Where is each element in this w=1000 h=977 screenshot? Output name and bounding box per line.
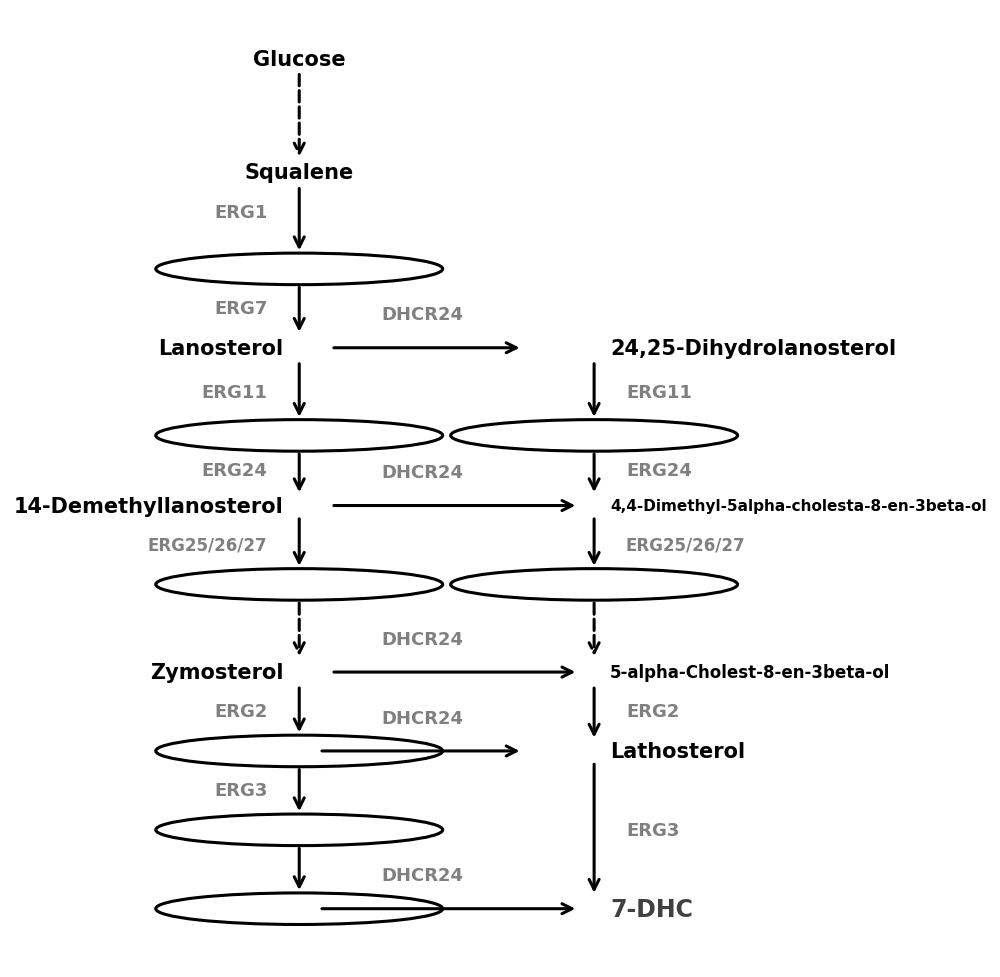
- Text: Glucose: Glucose: [253, 50, 346, 69]
- Text: ERG11: ERG11: [201, 383, 267, 402]
- Text: Zymosterol: Zymosterol: [150, 662, 283, 682]
- Text: Squalene: Squalene: [245, 163, 354, 184]
- Text: Lanosterol: Lanosterol: [158, 338, 283, 359]
- Text: ERG2: ERG2: [214, 702, 267, 721]
- Text: ERG3: ERG3: [214, 782, 267, 799]
- Text: DHCR24: DHCR24: [382, 709, 464, 727]
- Text: 24,25-Dihydrolanosterol: 24,25-Dihydrolanosterol: [610, 338, 896, 359]
- Text: ERG24: ERG24: [201, 462, 267, 480]
- Text: Lathosterol: Lathosterol: [610, 742, 745, 761]
- Text: 14-Demethyllanosterol: 14-Demethyllanosterol: [14, 496, 283, 516]
- Text: ERG24: ERG24: [626, 462, 692, 480]
- Text: DHCR24: DHCR24: [382, 867, 464, 884]
- Text: ERG25/26/27: ERG25/26/27: [626, 536, 746, 554]
- Text: ERG1: ERG1: [214, 204, 267, 222]
- Text: 7-DHC: 7-DHC: [610, 897, 693, 920]
- Text: 5-alpha-Cholest-8-en-3beta-ol: 5-alpha-Cholest-8-en-3beta-ol: [610, 663, 890, 681]
- Text: ERG11: ERG11: [626, 383, 692, 402]
- Text: ERG7: ERG7: [214, 300, 267, 318]
- Text: ERG2: ERG2: [626, 702, 679, 721]
- Text: DHCR24: DHCR24: [382, 630, 464, 648]
- Text: DHCR24: DHCR24: [382, 464, 464, 482]
- Text: ERG25/26/27: ERG25/26/27: [148, 536, 267, 554]
- Text: ERG3: ERG3: [626, 821, 679, 839]
- Text: 4,4-Dimethyl-5alpha-cholesta-8-en-3beta-ol: 4,4-Dimethyl-5alpha-cholesta-8-en-3beta-…: [610, 498, 987, 514]
- Text: DHCR24: DHCR24: [382, 306, 464, 324]
